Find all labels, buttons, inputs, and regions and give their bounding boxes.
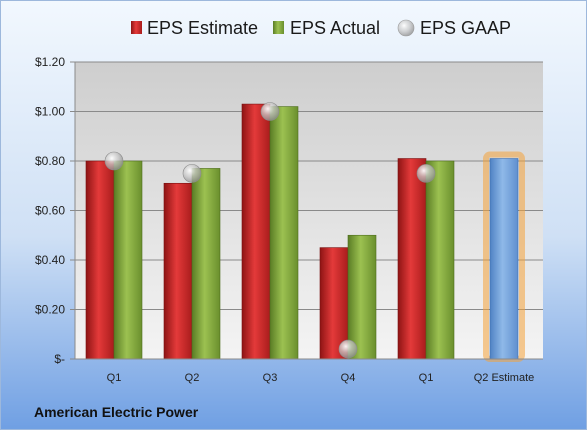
legend-label-actual: EPS Actual xyxy=(290,18,380,38)
eps-gaap-point xyxy=(416,164,436,183)
y-tick-label: $0.40 xyxy=(35,253,65,267)
eps-gaap-point xyxy=(338,339,358,359)
legend-swatch-gaap xyxy=(397,19,415,37)
bar-eps-actual xyxy=(425,160,455,360)
bar-eps-estimate xyxy=(163,182,193,360)
y-tick-label: $0.80 xyxy=(35,154,65,168)
y-tick-label: $- xyxy=(54,352,65,366)
x-tick-label: Q3 xyxy=(263,372,278,384)
y-tick-label: $1.00 xyxy=(35,105,65,119)
gaap-markers xyxy=(104,102,436,359)
bar-eps-actual xyxy=(269,106,299,360)
bar-eps-estimate xyxy=(85,160,115,360)
bar-eps-actual xyxy=(191,168,221,360)
eps-gaap-point xyxy=(182,164,202,183)
legend-swatch-actual xyxy=(273,21,284,34)
gridlines xyxy=(75,61,543,310)
legend-item-estimate: EPS Estimate xyxy=(131,18,258,38)
legend: EPS Estimate EPS Actual EPS GAAP xyxy=(131,18,511,38)
bar-eps-actual xyxy=(347,234,377,360)
x-tick-label: Q2 Estimate xyxy=(474,372,535,384)
legend-swatch-estimate xyxy=(131,21,142,34)
legend-item-gaap: EPS GAAP xyxy=(397,18,511,38)
x-tick-label: Q4 xyxy=(341,372,356,384)
x-tick-label: Q1 xyxy=(419,372,434,384)
x-tick-label: Q1 xyxy=(107,372,122,384)
legend-label-gaap: EPS GAAP xyxy=(420,18,511,38)
bars xyxy=(85,103,525,362)
bar-eps-estimate xyxy=(397,158,427,360)
y-tick-label: $0.20 xyxy=(35,303,65,317)
eps-gaap-point xyxy=(104,151,124,171)
x-axis: Q1 Q2 Q3 Q4 Q1 Q2 Estimate xyxy=(75,358,543,384)
y-axis: $- $0.20 $0.40 $0.60 $0.80 $1.00 $1.20 xyxy=(35,55,76,366)
y-tick-label: $1.20 xyxy=(35,55,65,69)
bar-eps-estimate xyxy=(241,103,271,360)
company-name: American Electric Power xyxy=(34,404,199,420)
eps-gaap-point xyxy=(260,102,280,121)
legend-label-estimate: EPS Estimate xyxy=(147,18,258,38)
x-tick-label: Q2 xyxy=(185,372,200,384)
legend-item-actual: EPS Actual xyxy=(273,18,380,38)
bar-q2-estimate xyxy=(489,158,519,360)
bar-eps-estimate xyxy=(319,247,349,360)
bar-eps-actual xyxy=(113,160,143,360)
y-tick-label: $0.60 xyxy=(35,204,65,218)
